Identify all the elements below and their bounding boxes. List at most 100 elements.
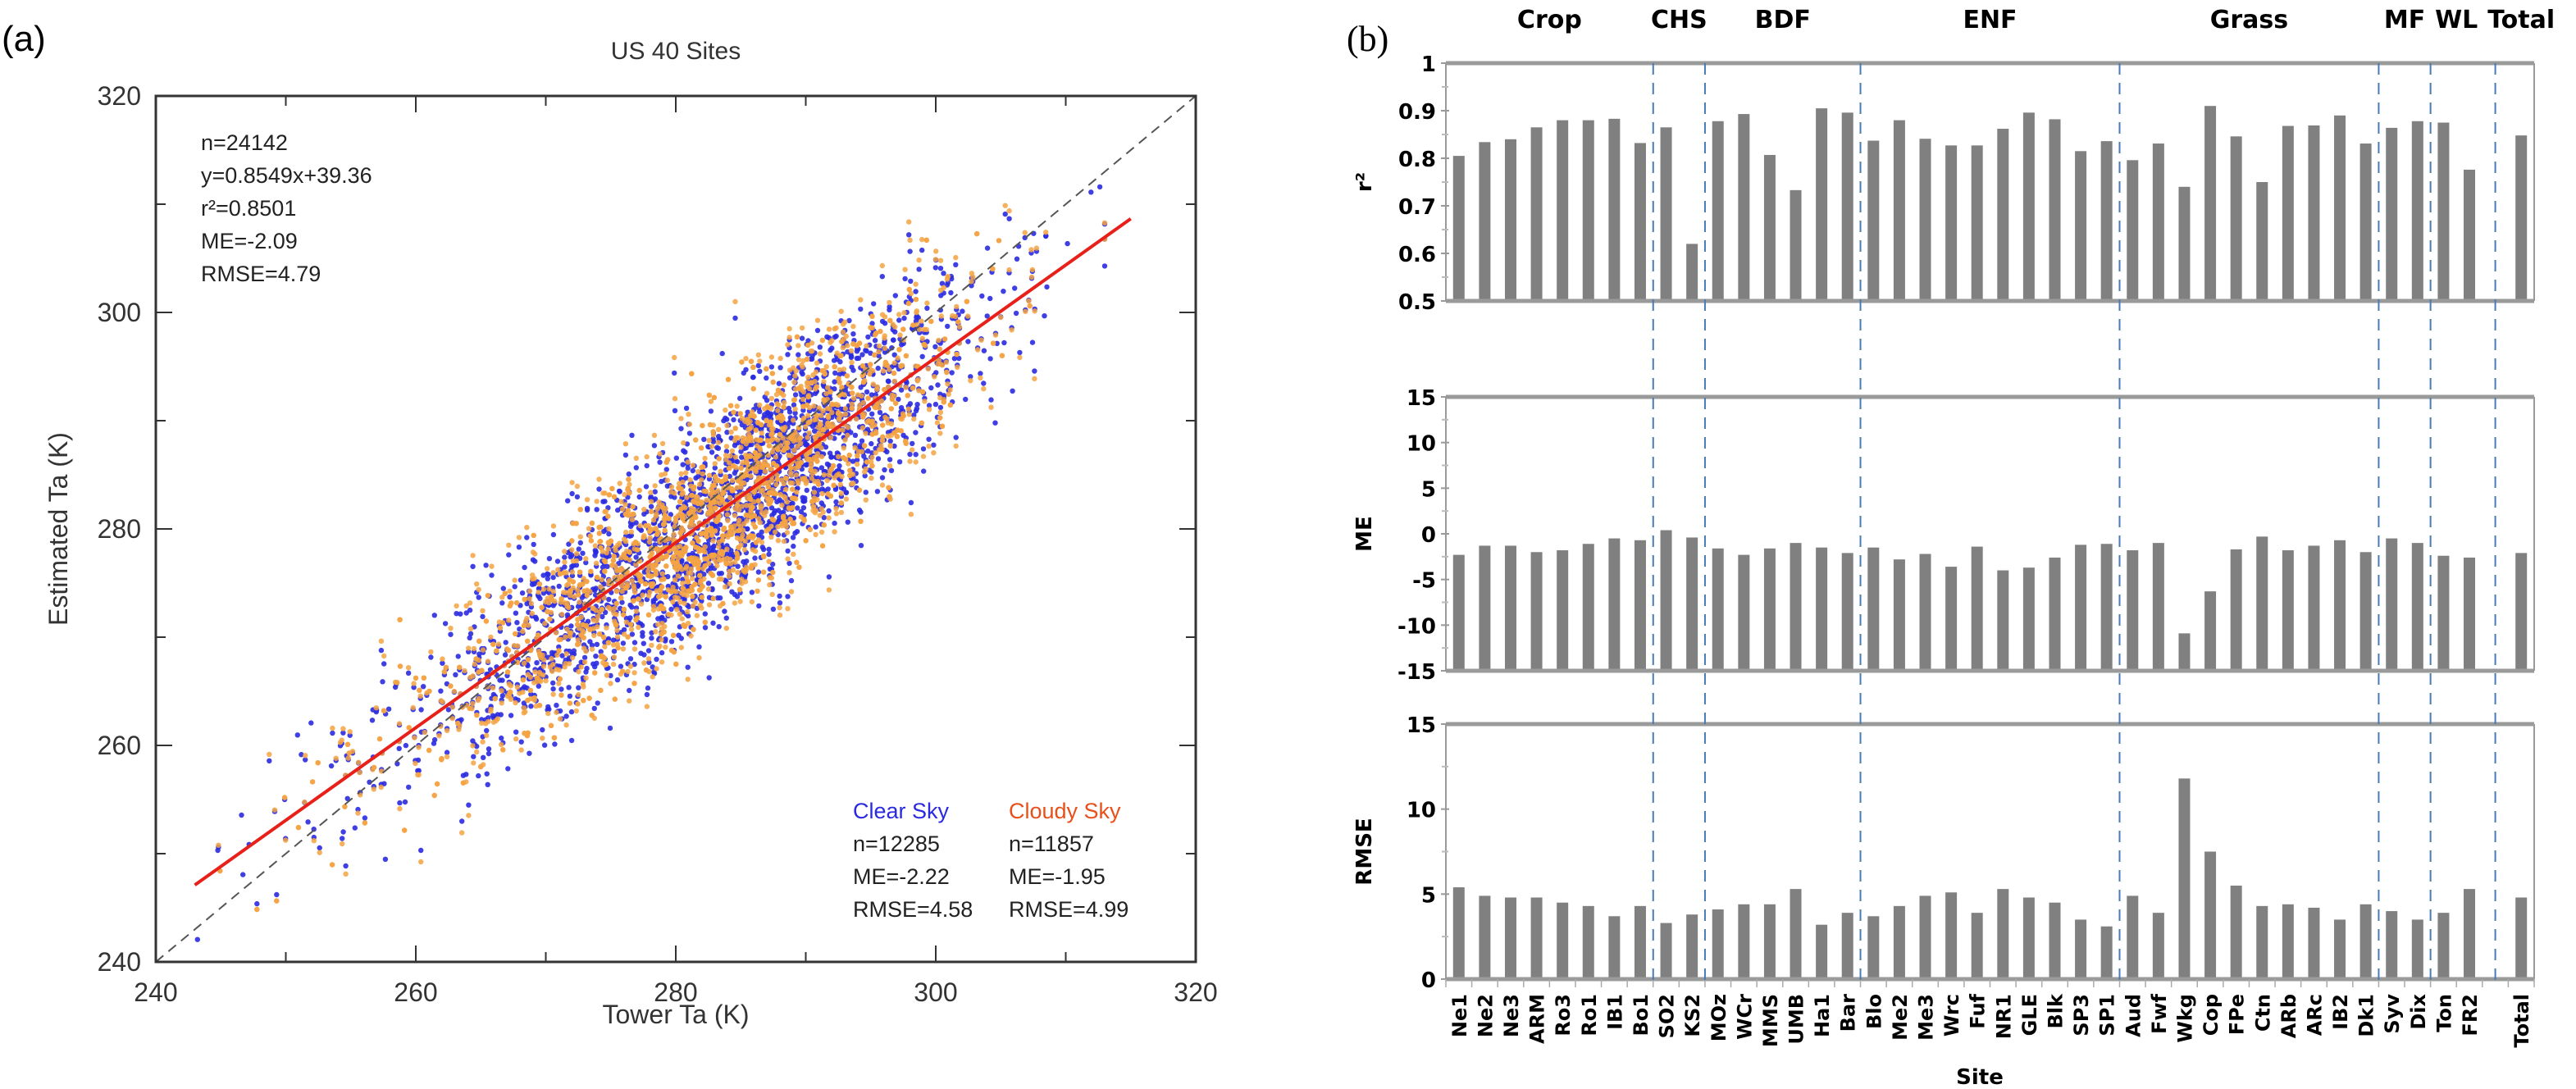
cloudy-sky-point [905,393,910,399]
cloudy-sky-point [926,407,932,412]
clear-sky-point [503,640,508,645]
cloudy-sky-point [467,705,472,711]
clear-sky-point [825,486,831,492]
cloudy-sky-point [873,330,879,336]
cloudy-sky-point [874,384,880,390]
cloudy-sky-point [559,612,565,617]
clear-sky-point [869,469,874,475]
cloudy-sky-point [838,509,845,516]
clear-sky-point [686,431,693,436]
cloudy-sky-point [604,672,610,678]
cloudy-sky-point [1006,207,1012,214]
cloudy-sky-point [563,634,568,640]
clear-sky-point [556,644,562,650]
cloudy-sky-point [903,353,910,359]
cloudy-sky-point [650,604,657,609]
clear-sky-point [396,745,402,751]
cloudy-sky-point [664,477,670,483]
clear-sky-point [859,438,865,444]
cloudy-sky-point [621,606,627,613]
cloudy-sky-point [791,379,797,385]
cloudy-sky-point [842,406,849,412]
clear-sky-point [716,624,722,630]
cloudy-sky-point [768,534,774,540]
cloudy-sky-point [755,352,761,358]
clear-sky-point [593,654,599,659]
clear-sky-point [308,720,314,726]
cloudy-sky-point [601,655,608,661]
cloudy-sky-point [792,373,798,379]
cloudy-sky-point [840,427,846,433]
cloudy-sky-point [752,524,758,530]
cloudy-sky-point [627,698,632,704]
cloudy-sky-point [673,589,679,595]
clear-sky-point [994,340,1000,346]
cloudy-sky-point [709,486,714,492]
cloudy-sky-point [750,504,755,510]
clear-sky-point [568,709,575,715]
cloudy-sky-point [575,617,581,622]
clear-sky-point [766,551,772,558]
cloudy-sky-point [803,452,809,458]
cloudy-sky-point [863,431,869,436]
cloudy-sky-point [690,462,695,468]
cloudy-sky-point [605,604,612,610]
cloudy-sky-point [1017,354,1023,361]
cloudy-sky-point [598,544,604,551]
cloudy-sky-point [577,534,583,540]
cloudy-sky-point [622,441,629,447]
cloudy-sky-point [766,558,772,564]
cloudy-sky-point [678,645,684,650]
cloudy-sky-point [835,410,841,417]
cloudy-sky-point [671,531,677,537]
clear-sky-point [743,445,749,451]
cloudy-sky-point [936,358,942,363]
clear-sky-point [837,359,843,365]
cloudy-sky-point [609,485,615,491]
cloudy-sky-point [490,685,496,691]
cloudy-sky-point [864,343,869,349]
clear-sky-point [659,649,665,656]
cloudy-sky-point [794,334,800,339]
clear-sky-point [855,355,862,361]
cloudy-sky-point [818,412,824,418]
cloudy-sky-point [680,586,686,591]
clear-sky-point [444,750,450,755]
cloudy-sky-point [613,544,618,551]
clear-sky-point [467,607,473,613]
cloudy-sky-point [922,399,928,404]
cloudy-sky-point [530,572,536,578]
cloudy-sky-point [617,540,622,546]
cloudy-sky-point [571,594,577,599]
cloudy-sky-point [723,444,730,449]
cloudy-sky-point [786,326,792,332]
cloudy-sky-point [828,435,834,440]
cloudy-sky-point [681,440,686,446]
cloudy-sky-point [879,312,886,317]
cloudy-sky-point [569,480,575,485]
cloudy-sky-point [617,481,622,486]
clear-sky-point [518,739,524,745]
cloudy-sky-point [773,481,779,487]
clear-sky-point [892,293,899,298]
clear-sky-point [945,323,951,330]
clear-sky-point [683,475,689,481]
cloudy-sky-point [577,599,582,605]
cloudy-sky-point [506,617,512,623]
clear-sky-point [937,404,944,411]
cloudy-sky-point [670,599,676,605]
cloudy-sky-point [790,486,796,492]
clear-sky-point [981,380,987,386]
cloudy-sky-point [611,654,618,660]
cloudy-sky-point [671,545,677,552]
clear-sky-point [1032,368,1037,374]
cloudy-sky-point [811,417,818,423]
cloudy-sky-point [677,481,682,486]
cloudy-sky-point [886,384,891,390]
cloudy-sky-point [580,581,586,587]
clear-sky-point [644,462,650,469]
clear-sky-point [868,350,873,356]
cloudy-sky-point [903,385,909,390]
cloudy-sky-point [615,645,621,651]
cloudy-sky-point [820,408,826,414]
